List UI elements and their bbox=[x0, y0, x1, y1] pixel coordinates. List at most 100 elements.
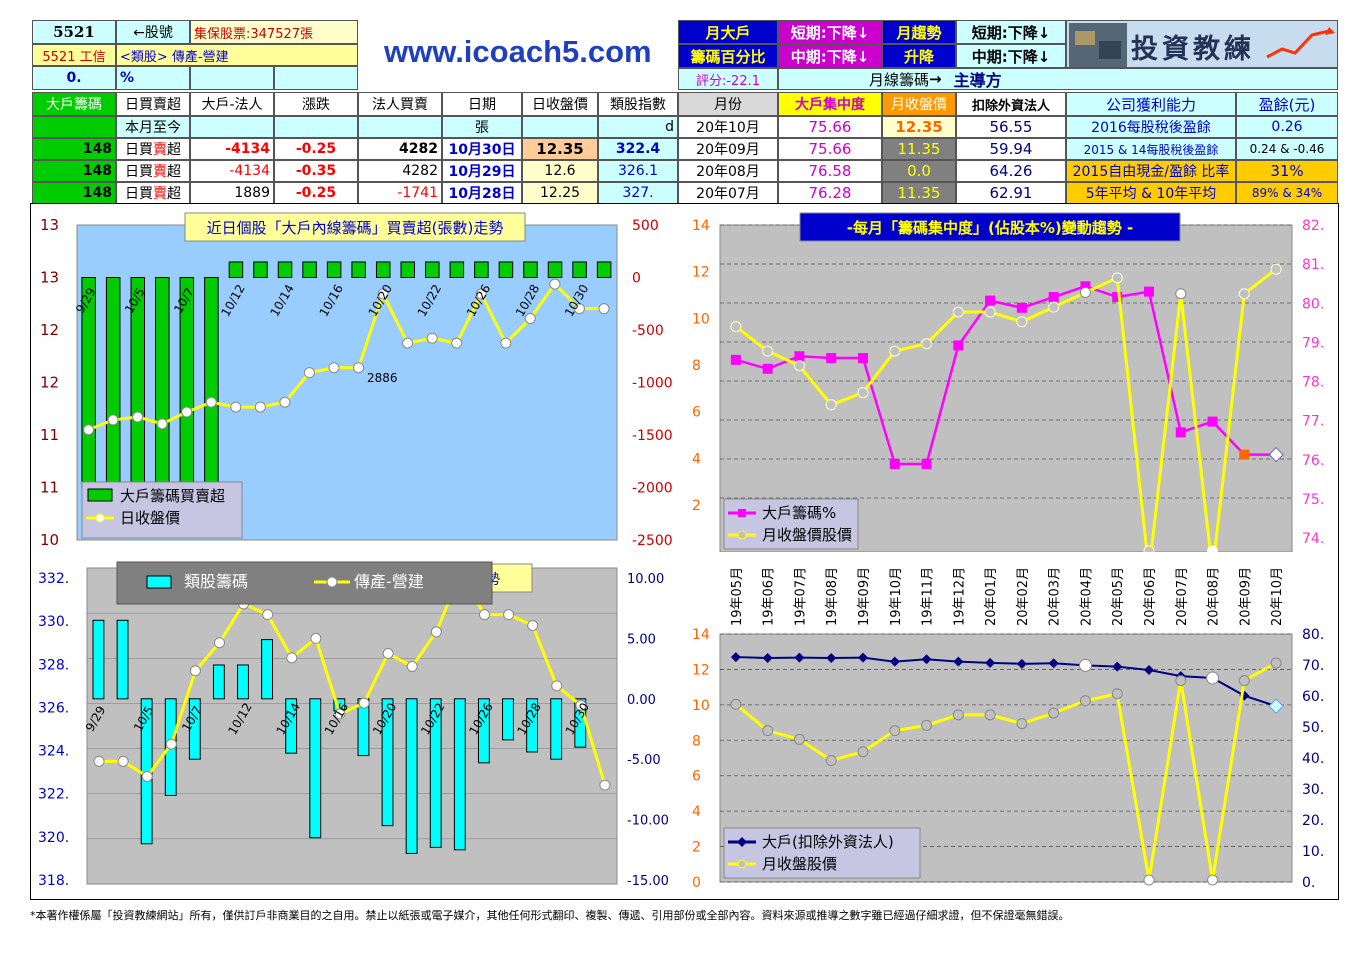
sector-chip-bar bbox=[212, 664, 225, 700]
y-tick-left: 10 bbox=[692, 311, 710, 327]
y-tick-left: 14 bbox=[692, 218, 710, 234]
row-close: 12.35 bbox=[522, 138, 598, 160]
concentration-value: 75.66 bbox=[778, 116, 882, 138]
monthly-close-line bbox=[734, 661, 1277, 881]
close-price-point bbox=[475, 288, 487, 300]
x-tick-label: 20年05月 bbox=[1111, 567, 1126, 626]
sector-label: <類股> 傳產-營建 bbox=[116, 44, 358, 66]
y-tick-right: 500 bbox=[632, 218, 659, 234]
y-tick-left: 320. bbox=[38, 830, 69, 846]
col-excl-foreign: 扣除外資法人 bbox=[956, 92, 1066, 116]
sector-chip-chart: 9/29 10/5 10/7 10/12 10/14 10/16 10/20 10/22 10/… bbox=[38, 561, 669, 889]
month-row-cell bbox=[32, 116, 116, 138]
legend-marker bbox=[737, 859, 747, 869]
excl-foreign-value: 59.94 bbox=[956, 138, 1066, 160]
legend-label: 月收盤股價 bbox=[762, 855, 837, 873]
row-big-net: -4134 bbox=[190, 160, 274, 182]
y-tick-right: 76. bbox=[1302, 453, 1324, 469]
sector-index-point bbox=[479, 609, 490, 621]
x-tick-label: 20年10月 bbox=[1270, 567, 1285, 626]
latest-concentration-point bbox=[1268, 446, 1284, 463]
highlight-point bbox=[1206, 671, 1220, 685]
annotation-label: 2886 bbox=[367, 371, 398, 385]
close-price-line bbox=[87, 281, 604, 432]
sector-chip-bar bbox=[285, 698, 298, 754]
y-tick-right: 0. bbox=[1302, 875, 1315, 891]
y-tick-right: -2500 bbox=[632, 533, 673, 549]
y-tick-right: 30. bbox=[1302, 782, 1324, 798]
chip-bar bbox=[498, 261, 514, 278]
close-price-point bbox=[524, 313, 536, 325]
monthly-close-point bbox=[889, 345, 901, 357]
monthly-close-point bbox=[1270, 263, 1282, 275]
x-tick-label: 20年06月 bbox=[1143, 567, 1158, 626]
y-tick-right: -1000 bbox=[632, 376, 673, 392]
monthly-close-point bbox=[1143, 874, 1155, 886]
sector-index-point bbox=[93, 755, 105, 767]
legend-label: 傳產-營建 bbox=[354, 572, 424, 591]
score: 評分:-22.1 bbox=[678, 68, 778, 90]
y-tick-left: 12 bbox=[692, 265, 710, 281]
close-price-point bbox=[181, 406, 193, 418]
monthly-close-point bbox=[1238, 288, 1250, 300]
stock-code: 5521 bbox=[32, 20, 116, 44]
concentration-point bbox=[1016, 302, 1027, 313]
sector-index-point bbox=[214, 637, 225, 649]
close-price-point bbox=[328, 362, 340, 374]
legend-label: 大戶籌碼% bbox=[762, 504, 836, 522]
monthly-close-point bbox=[1207, 874, 1219, 886]
row-inst: -1741 bbox=[358, 182, 442, 204]
latest-big-holder-point bbox=[1268, 698, 1284, 714]
x-tick-label: 19年12月 bbox=[952, 567, 967, 626]
logo-graphic-icon bbox=[1069, 23, 1335, 67]
month-to-date: 本月至今 bbox=[116, 116, 190, 138]
close-price-point bbox=[230, 401, 242, 413]
sector-index-point bbox=[358, 697, 370, 709]
monthly-close-line bbox=[734, 268, 1278, 552]
legend-box bbox=[116, 561, 493, 605]
legend-label: 大戶(扣除外資法人) bbox=[762, 833, 894, 851]
y-tick-left: 332. bbox=[38, 571, 69, 587]
close-price-point bbox=[451, 337, 463, 349]
y-tick-left: 4 bbox=[692, 451, 701, 467]
y-tick-left: 8 bbox=[692, 358, 701, 374]
col-sector-index: 類股指數 bbox=[598, 92, 678, 116]
sector-chip-bar bbox=[453, 698, 466, 851]
sector-index-point bbox=[165, 738, 177, 750]
legend-swatch bbox=[146, 575, 172, 589]
y-tick-right: -2000 bbox=[632, 481, 673, 497]
month-label: 20年10月 bbox=[678, 116, 778, 138]
website-url[interactable]: www.icoach5.com bbox=[384, 34, 652, 69]
sector-index-point bbox=[189, 665, 201, 677]
col-earnings: 盈餘(元) bbox=[1236, 92, 1338, 116]
highlight-point bbox=[1078, 658, 1092, 672]
percent-sign: % bbox=[116, 66, 190, 90]
col-daily-net: 日買賣超 bbox=[116, 92, 190, 116]
legend-label: 日收盤價 bbox=[120, 509, 180, 527]
stock-code-label: ←股號 bbox=[116, 20, 190, 44]
short-term-2: 短期:下降↓ bbox=[956, 20, 1066, 44]
chip-bar bbox=[572, 261, 587, 278]
y-tick-right: -1500 bbox=[632, 428, 673, 444]
mid-term-1: 中期:下降↓ bbox=[778, 44, 882, 68]
monthly-close-point bbox=[857, 387, 869, 399]
row-label: 日買賣超 bbox=[116, 160, 190, 182]
concentration-value: 76.58 bbox=[778, 160, 882, 182]
row-label: 日買賣超 bbox=[116, 182, 190, 204]
sector-index-point bbox=[551, 680, 563, 692]
y-tick-left: 12 bbox=[40, 374, 59, 392]
big-holder-point bbox=[794, 652, 805, 663]
y-tick-left: 2 bbox=[692, 498, 701, 514]
sector-index-point bbox=[334, 708, 346, 720]
monthly-close-point bbox=[1143, 545, 1155, 552]
y-tick-right: 75. bbox=[1302, 492, 1324, 508]
monthly-close-point bbox=[1079, 286, 1091, 298]
col-close: 日收盤價 bbox=[522, 92, 598, 116]
col-month: 月份 bbox=[678, 92, 778, 116]
concentration-point bbox=[730, 354, 741, 365]
sector-index-point bbox=[310, 632, 322, 644]
legend-swatch bbox=[87, 488, 113, 502]
x-tick-label: 19年08月 bbox=[825, 567, 840, 626]
y-tick-right: 70. bbox=[1302, 658, 1324, 674]
x-tick-label: 19年09月 bbox=[857, 567, 872, 626]
